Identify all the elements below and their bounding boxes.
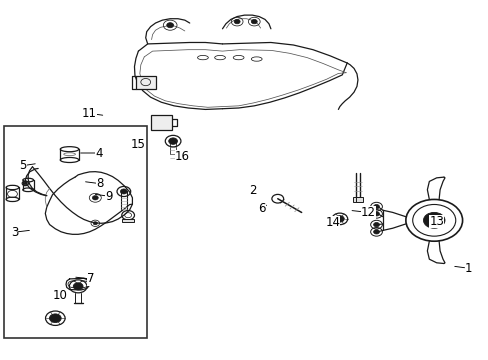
Circle shape: [49, 314, 61, 323]
Text: 1: 1: [454, 262, 471, 275]
Text: 5: 5: [20, 159, 35, 172]
Text: 16: 16: [174, 150, 189, 163]
Text: 15: 15: [131, 138, 145, 150]
Circle shape: [251, 19, 257, 24]
Circle shape: [93, 222, 97, 225]
Circle shape: [373, 204, 379, 209]
Bar: [352, 197, 359, 202]
Bar: [136, 76, 155, 89]
Circle shape: [423, 212, 444, 228]
Circle shape: [373, 212, 379, 216]
Circle shape: [234, 19, 240, 24]
Circle shape: [168, 138, 177, 144]
Circle shape: [120, 189, 127, 194]
Text: 13: 13: [428, 215, 443, 228]
Bar: [4, 126, 146, 338]
Circle shape: [373, 230, 379, 234]
Circle shape: [166, 23, 173, 28]
Text: 4: 4: [81, 147, 102, 159]
Circle shape: [373, 222, 379, 227]
Text: 7: 7: [76, 273, 94, 285]
Text: 10: 10: [53, 289, 67, 302]
Circle shape: [335, 216, 344, 222]
Text: 3: 3: [11, 226, 29, 239]
Bar: [150, 115, 172, 130]
Text: 9: 9: [95, 190, 112, 203]
Text: 8: 8: [85, 177, 103, 190]
Circle shape: [73, 283, 83, 290]
Bar: [122, 219, 134, 222]
Bar: [356, 197, 363, 202]
Text: 2: 2: [249, 184, 256, 197]
Text: 11: 11: [82, 107, 102, 120]
Circle shape: [92, 195, 98, 200]
Text: 14: 14: [325, 216, 340, 229]
Circle shape: [23, 182, 27, 185]
Text: 12: 12: [351, 206, 375, 219]
Text: 6: 6: [258, 202, 266, 215]
